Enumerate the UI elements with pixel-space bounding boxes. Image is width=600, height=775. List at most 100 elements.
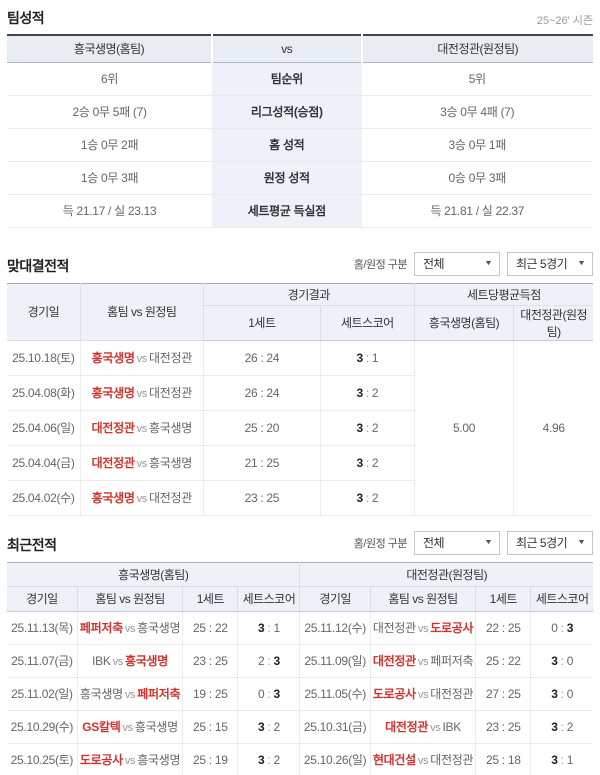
set-score: 3:1 bbox=[237, 611, 300, 645]
away-team-name: 페퍼저축 bbox=[430, 654, 474, 668]
match-teams: 대전정관 vs 도로공사 bbox=[369, 611, 476, 645]
recent-header: 최근전적 홈/원정 구분 전체 ▼ 최근 5경기 ▼ bbox=[7, 530, 593, 555]
first-set-score: 25 : 22 bbox=[475, 644, 531, 678]
colon: : bbox=[365, 420, 369, 435]
home-sets: 3 bbox=[258, 719, 265, 734]
home-sets: 3 bbox=[258, 620, 265, 635]
table-row: 6위 팀순위 5위 bbox=[7, 62, 593, 96]
match-date: 25.11.02(일) bbox=[7, 677, 78, 711]
away-team-name: IBK bbox=[442, 720, 461, 734]
away-value: 득 21.81 / 실 22.37 bbox=[361, 194, 593, 228]
col-set1: 1세트 bbox=[203, 304, 321, 341]
colon: : bbox=[560, 620, 564, 635]
col-avg-home: 흥국생명(홈팀) bbox=[413, 304, 515, 341]
table-row: 2승 0무 5패 (7) 리그성적(승점) 3승 0무 4패 (7) bbox=[7, 95, 593, 129]
set-score: 3:2 bbox=[237, 743, 300, 775]
away-team-name: 대전정관 bbox=[148, 491, 192, 505]
team-stats-header-row: 흥국생명(홈팀) vs 대전정관(원정팀) bbox=[7, 35, 593, 63]
match-teams: 흥국생명 vs 대전정관 bbox=[79, 340, 204, 376]
table-row: 1승 0무 2패 홈 성적 3승 0무 1패 bbox=[7, 128, 593, 162]
first-set-score: 23 : 25 bbox=[475, 710, 531, 744]
home-away-select[interactable]: 전체 ▼ bbox=[414, 530, 500, 555]
h2h-row: 25.10.18(토) 흥국생명 vs 대전정관 26 : 24 3:1 5.00 … bbox=[7, 340, 593, 516]
col-setscore: 세트스코어 bbox=[530, 585, 593, 612]
away-team-name: 대전정관 bbox=[430, 687, 474, 701]
first-set-score: 23 : 25 bbox=[202, 480, 321, 516]
away-value: 3승 0무 1패 bbox=[361, 128, 593, 162]
chevron-down-icon: ▼ bbox=[483, 260, 493, 267]
away-sets: 0 bbox=[566, 653, 574, 668]
away-sets: 0 bbox=[566, 686, 574, 701]
match-teams: 대전정관 vs IBK bbox=[369, 710, 476, 744]
vs-label: vs bbox=[124, 623, 136, 635]
stat-label: 세트평균 득실점 bbox=[212, 194, 362, 228]
home-team-name: 현대건설 bbox=[372, 753, 416, 767]
vs-label: vs bbox=[122, 722, 133, 734]
home-team-name: GS칼텍 bbox=[82, 720, 121, 734]
recent-row: 25.11.07(금) IBK vs 흥국생명 23 : 25 2:3 25.11.… bbox=[7, 644, 593, 678]
set-score: 3:2 bbox=[237, 710, 300, 744]
filter-label: 홈/원정 구분 bbox=[353, 258, 408, 271]
recent-row: 25.11.13(목) 페퍼저축 vs 흥국생명 25 : 22 3:1 25.11… bbox=[7, 611, 593, 645]
away-team-name: 도로공사 bbox=[430, 621, 474, 635]
vs-label: vs bbox=[417, 689, 429, 701]
head-to-head-table: 경기일 홈팀 vs 원정팀 경기결과 세트당평균득점 1세트 세트스코어 흥국생… bbox=[7, 282, 593, 516]
home-sets: 3 bbox=[258, 752, 265, 767]
recent-games-select-value: 최근 5경기 bbox=[516, 536, 568, 550]
match-date: 25.04.08(화) bbox=[7, 375, 81, 411]
set-score: 0:3 bbox=[530, 611, 593, 645]
set-score: 3:2 bbox=[319, 480, 415, 516]
away-sets: 3 bbox=[273, 653, 280, 668]
stat-label: 원정 성적 bbox=[212, 161, 362, 195]
vs-label: vs bbox=[430, 722, 441, 734]
h2h-row: 25.04.08(화) 흥국생명 vs 대전정관 26 : 24 3:2 bbox=[7, 375, 593, 411]
match-date: 25.11.12(수) bbox=[299, 611, 371, 645]
chevron-down-icon: ▼ bbox=[576, 539, 586, 546]
vs-label: vs bbox=[136, 423, 148, 435]
match-teams: 페퍼저축 vs 흥국생명 bbox=[76, 611, 183, 645]
away-team-name: 흥국생명 bbox=[124, 654, 168, 668]
h2h-filters: 홈/원정 구분 전체 ▼ 최근 5경기 ▼ bbox=[353, 251, 593, 276]
h2h-group-header-row: 경기일 홈팀 vs 원정팀 경기결과 세트당평균득점 bbox=[7, 283, 593, 341]
recent-games-select[interactable]: 최근 5경기 ▼ bbox=[507, 530, 593, 555]
col-match: 홈팀 vs 원정팀 bbox=[76, 585, 184, 612]
match-date: 25.04.04(금) bbox=[7, 445, 81, 481]
vs-label: vs bbox=[136, 458, 148, 470]
match-date: 25.11.05(수) bbox=[299, 677, 371, 711]
home-sets: 2 bbox=[258, 653, 265, 668]
col-date: 경기일 bbox=[7, 283, 81, 341]
recent-games-select[interactable]: 최근 5경기 ▼ bbox=[507, 251, 593, 276]
stat-label: 리그성적(승점) bbox=[212, 95, 362, 129]
match-teams: 흥국생명 vs 대전정관 bbox=[79, 375, 204, 411]
away-team-name: 흥국생명 bbox=[137, 753, 181, 767]
recent-games-select-value: 최근 5경기 bbox=[516, 257, 568, 271]
away-sets: 2 bbox=[371, 490, 379, 505]
home-sets: 3 bbox=[356, 385, 363, 400]
avg-points-away: 4.96 bbox=[513, 340, 593, 516]
home-sets: 3 bbox=[356, 490, 363, 505]
stat-label: 홈 성적 bbox=[212, 128, 362, 162]
vs-label: vs bbox=[417, 656, 429, 668]
vs-label: vs bbox=[124, 689, 136, 701]
recent-row: 25.10.25(토) 도로공사 vs 흥국생명 25 : 19 3:2 25.10… bbox=[7, 743, 593, 775]
col-avg-group: 세트당평균득점 bbox=[413, 283, 593, 306]
match-date: 25.10.29(수) bbox=[7, 710, 78, 744]
home-away-select[interactable]: 전체 ▼ bbox=[414, 251, 500, 276]
home-team-name: 대전정관 bbox=[372, 654, 416, 668]
team-stats-table: 흥국생명(홈팀) vs 대전정관(원정팀) 6위 팀순위 5위 2승 0무 5패… bbox=[7, 34, 593, 228]
h2h-row: 25.04.06(일) 대전정관 vs 흥국생명 25 : 20 3:2 bbox=[7, 410, 593, 446]
table-row: 득 21.17 / 실 23.13 세트평균 득실점 득 21.81 / 실 2… bbox=[7, 194, 593, 228]
home-value: 1승 0무 2패 bbox=[7, 128, 213, 162]
h2h-row: 25.04.02(수) 흥국생명 vs 대전정관 23 : 25 3:2 bbox=[7, 480, 593, 516]
away-sets: 2 bbox=[371, 455, 379, 470]
stat-label: 팀순위 bbox=[212, 62, 362, 96]
match-date: 25.10.18(토) bbox=[7, 340, 81, 376]
first-set-score: 19 : 25 bbox=[182, 677, 238, 711]
col-setscore: 세트스코어 bbox=[237, 585, 301, 612]
recent-row: 25.11.02(일) 흥국생명 vs 페퍼저축 19 : 25 0:3 25.11… bbox=[7, 677, 593, 711]
h2h-row: 25.04.04(금) 대전정관 vs 흥국생명 21 : 25 3:2 bbox=[7, 445, 593, 481]
match-teams: 도로공사 vs 흥국생명 bbox=[76, 743, 183, 775]
recent-filters: 홈/원정 구분 전체 ▼ 최근 5경기 ▼ bbox=[354, 530, 593, 555]
left-team-group: 흥국생명(홈팀) bbox=[7, 562, 301, 587]
match-date: 25.11.09(일) bbox=[299, 644, 371, 678]
